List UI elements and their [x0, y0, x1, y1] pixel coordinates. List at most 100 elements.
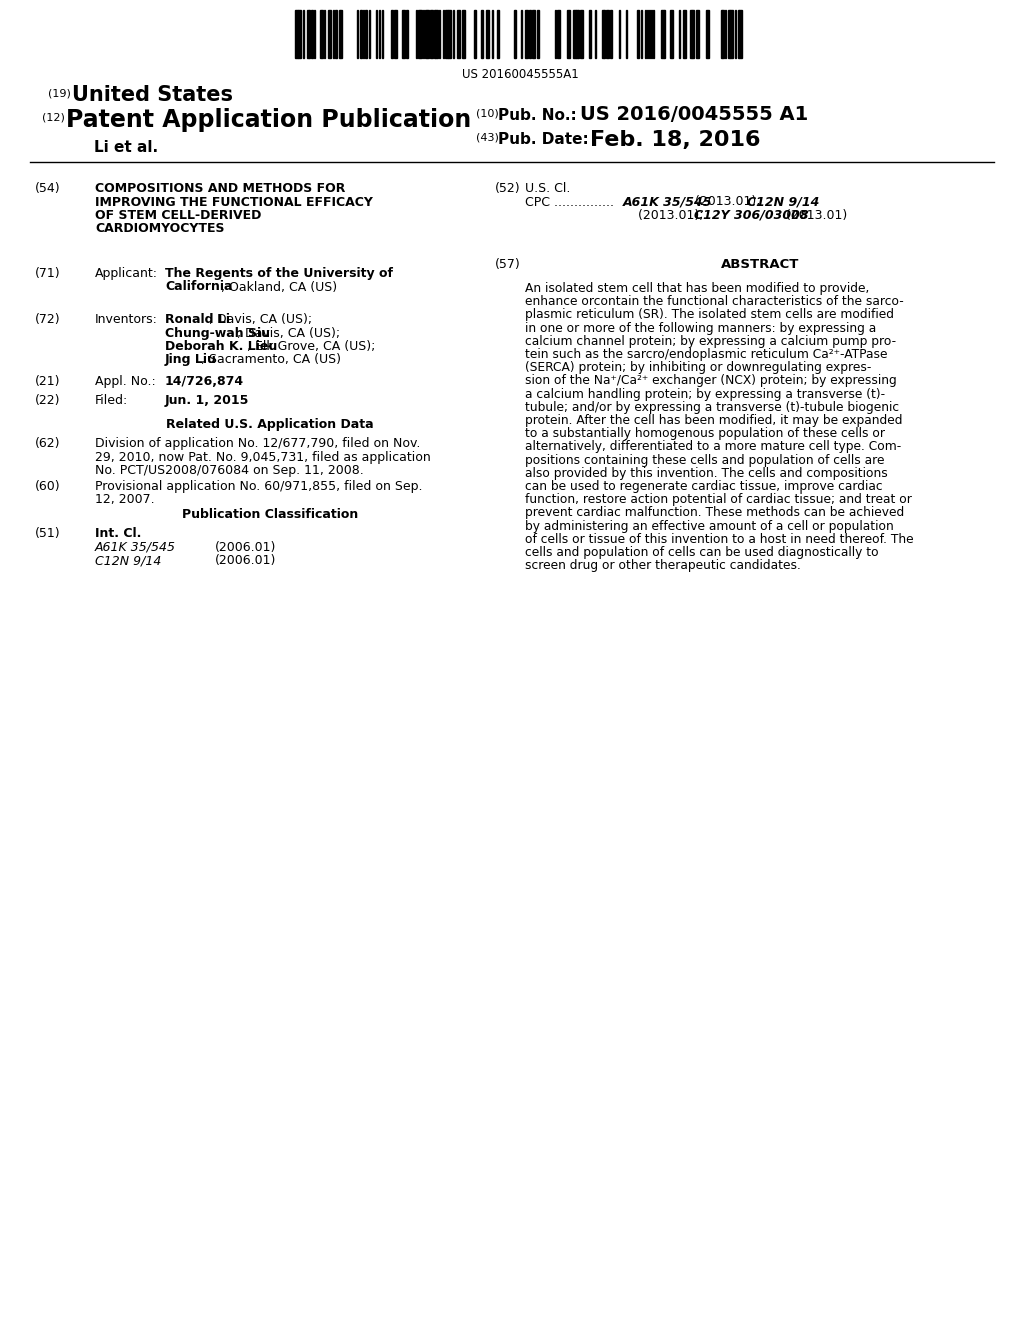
Text: Filed:: Filed: [95, 393, 128, 407]
Text: US 2016/0045555 A1: US 2016/0045555 A1 [580, 106, 808, 124]
Text: Patent Application Publication: Patent Application Publication [66, 108, 471, 132]
Text: OF STEM CELL-DERIVED: OF STEM CELL-DERIVED [95, 209, 261, 222]
Bar [418, 11, 420, 58]
Text: , Sacramento, CA (US): , Sacramento, CA (US) [201, 354, 341, 367]
Text: screen drug or other therapeutic candidates.: screen drug or other therapeutic candida… [525, 560, 801, 572]
Text: (62): (62) [35, 437, 60, 450]
Text: Int. Cl.: Int. Cl. [95, 527, 141, 540]
Bar [365, 11, 367, 58]
Bar [637, 11, 639, 58]
Text: 12, 2007.: 12, 2007. [95, 494, 155, 507]
Text: (SERCA) protein; by inhibiting or downregulating expres-: (SERCA) protein; by inhibiting or downre… [525, 362, 871, 374]
Text: (71): (71) [35, 267, 60, 280]
Bar [360, 11, 362, 58]
Text: sion of the Na⁺/Ca²⁺ exchanger (NCX) protein; by expressing: sion of the Na⁺/Ca²⁺ exchanger (NCX) pro… [525, 375, 897, 387]
Text: CPC ...............: CPC ............... [525, 195, 618, 209]
Bar [394, 11, 397, 58]
Bar [425, 11, 427, 58]
Bar [690, 11, 692, 58]
Text: United States: United States [72, 84, 233, 106]
Text: (2006.01): (2006.01) [215, 554, 276, 568]
Text: COMPOSITIONS AND METHODS FOR: COMPOSITIONS AND METHODS FOR [95, 182, 345, 195]
Text: (12): (12) [42, 112, 65, 121]
Bar [610, 11, 612, 58]
Bar [722, 11, 724, 58]
Text: , Davis, CA (US);: , Davis, CA (US); [209, 313, 312, 326]
Text: Related U.S. Application Data: Related U.S. Application Data [166, 418, 374, 432]
Text: positions containing these cells and population of cells are: positions containing these cells and pop… [525, 454, 885, 466]
Bar [295, 11, 298, 58]
Text: of cells or tissue of this invention to a host in need thereof. The: of cells or tissue of this invention to … [525, 533, 913, 545]
Text: (21): (21) [35, 375, 60, 388]
Bar [529, 11, 531, 58]
Bar [728, 11, 730, 58]
Text: (52): (52) [495, 182, 520, 195]
Bar [420, 11, 422, 58]
Text: function, restore action potential of cardiac tissue; and treat or: function, restore action potential of ca… [525, 494, 912, 506]
Text: (72): (72) [35, 313, 60, 326]
Text: , Oakland, CA (US): , Oakland, CA (US) [221, 281, 337, 293]
Text: (43): (43) [476, 132, 499, 143]
Bar [606, 11, 609, 58]
Text: Applicant:: Applicant: [95, 267, 158, 280]
Text: (2013.01): (2013.01) [782, 209, 847, 222]
Bar [662, 11, 664, 58]
Bar [406, 11, 408, 58]
Bar [391, 11, 393, 58]
Text: also provided by this invention. The cells and compositions: also provided by this invention. The cel… [525, 467, 888, 479]
Text: The Regents of the University of: The Regents of the University of [165, 267, 393, 280]
Bar [340, 11, 342, 58]
Text: Chung-wah Siu: Chung-wah Siu [165, 326, 270, 339]
Bar [307, 11, 309, 58]
Text: enhance orcontain the functional characteristics of the sarco-: enhance orcontain the functional charact… [525, 296, 904, 308]
Bar [298, 11, 301, 58]
Text: California: California [165, 281, 232, 293]
Bar [537, 11, 539, 58]
Bar [739, 11, 742, 58]
Text: Li et al.: Li et al. [94, 140, 158, 154]
Text: protein. After the cell has been modified, it may be expanded: protein. After the cell has been modifie… [525, 414, 902, 426]
Text: Jing Liu: Jing Liu [165, 354, 217, 367]
Text: by administering an effective amount of a cell or population: by administering an effective amount of … [525, 520, 894, 532]
Text: plasmic reticulum (SR). The isolated stem cells are modified: plasmic reticulum (SR). The isolated ste… [525, 309, 894, 321]
Text: (57): (57) [495, 257, 521, 271]
Bar [602, 11, 604, 58]
Text: (54): (54) [35, 182, 60, 195]
Text: Deborah K. Lieu: Deborah K. Lieu [165, 341, 278, 352]
Bar [430, 11, 433, 58]
Text: Division of application No. 12/677,790, filed on Nov.: Division of application No. 12/677,790, … [95, 437, 421, 450]
Bar [589, 11, 591, 58]
Text: US 20160045555A1: US 20160045555A1 [462, 69, 579, 81]
Text: A61K 35/545: A61K 35/545 [623, 195, 713, 209]
Text: cells and population of cells can be used diagnostically to: cells and population of cells can be use… [525, 546, 879, 558]
Bar [319, 11, 323, 58]
Text: (22): (22) [35, 393, 60, 407]
Bar [730, 11, 733, 58]
Text: can be used to regenerate cardiac tissue, improve cardiac: can be used to regenerate cardiac tissue… [525, 480, 883, 492]
Text: Appl. No.:: Appl. No.: [95, 375, 156, 388]
Bar [532, 11, 535, 58]
Bar [683, 11, 686, 58]
Bar [696, 11, 699, 58]
Bar [435, 11, 438, 58]
Bar [557, 11, 560, 58]
Text: 29, 2010, now Pat. No. 9,045,731, filed as application: 29, 2010, now Pat. No. 9,045,731, filed … [95, 450, 431, 463]
Text: in one or more of the following manners: by expressing a: in one or more of the following manners:… [525, 322, 877, 334]
Text: calcium channel protein; by expressing a calcium pump pro-: calcium channel protein; by expressing a… [525, 335, 896, 347]
Text: ABSTRACT: ABSTRACT [721, 257, 799, 271]
Text: (10): (10) [476, 108, 499, 117]
Text: Jun. 1, 2015: Jun. 1, 2015 [165, 393, 250, 407]
Text: Pub. No.:: Pub. No.: [498, 108, 577, 123]
Bar [311, 11, 313, 58]
Bar [449, 11, 451, 58]
Text: to a substantially homogenous population of these cells or: to a substantially homogenous population… [525, 428, 885, 440]
Bar [481, 11, 483, 58]
Bar [525, 11, 528, 58]
Text: (60): (60) [35, 480, 60, 492]
Text: (51): (51) [35, 527, 60, 540]
Text: , Davis, CA (US);: , Davis, CA (US); [237, 326, 340, 339]
Text: No. PCT/US2008/076084 on Sep. 11, 2008.: No. PCT/US2008/076084 on Sep. 11, 2008. [95, 465, 364, 477]
Bar [457, 11, 460, 58]
Text: 14/726,874: 14/726,874 [165, 375, 244, 388]
Text: , Elk Grove, CA (US);: , Elk Grove, CA (US); [247, 341, 376, 352]
